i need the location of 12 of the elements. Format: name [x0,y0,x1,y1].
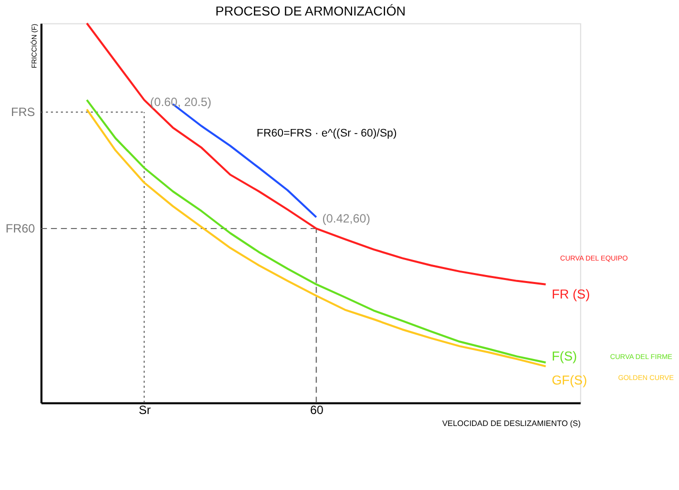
series-label: FR (S) [552,286,590,302]
annotation: FR60=FRS · e^((Sr - 60)/Sp) [256,127,397,140]
series-label: F(S) [552,348,577,364]
chart-title: PROCESO DE ARMONIZACIÓN [215,3,406,18]
x-tick-label: 60 [310,403,324,418]
x-axis-title: VELOCIDAD DE DESLIZAMIENTO (S) [442,419,581,428]
annotation: (0.42,60) [322,212,370,226]
x-tick-label: Sr [138,403,151,418]
ref-line-label: FRS [11,105,35,120]
series-label: GF(S) [552,372,588,388]
ref-line-label: FR60 [6,222,36,236]
annotation: (0.60, 20.5) [150,95,212,110]
